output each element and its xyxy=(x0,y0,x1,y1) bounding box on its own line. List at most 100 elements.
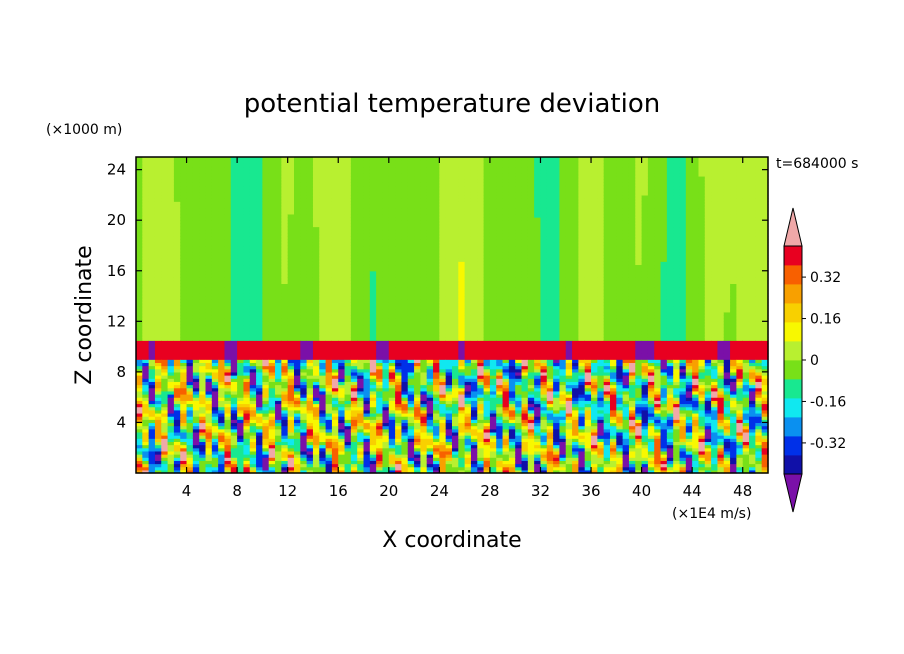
field-cell xyxy=(148,277,156,281)
field-cell xyxy=(180,302,188,307)
field-cell xyxy=(173,438,181,442)
field-cell xyxy=(186,236,194,240)
field-cell xyxy=(161,441,169,446)
field-cell xyxy=(154,213,162,218)
field-cell xyxy=(205,466,213,471)
field-cell xyxy=(154,273,162,278)
field-cell xyxy=(180,229,188,234)
field-cell xyxy=(186,299,194,303)
field-cell xyxy=(136,280,143,284)
field-cell xyxy=(192,463,200,468)
field-cell xyxy=(199,283,207,288)
field-cell xyxy=(136,381,143,386)
field-cell xyxy=(148,302,156,307)
field-cell xyxy=(136,469,143,474)
field-cell xyxy=(161,330,169,335)
field-cell xyxy=(167,333,175,338)
field-cell xyxy=(154,428,162,433)
field-cell xyxy=(154,270,162,275)
field-cell xyxy=(167,254,175,259)
field-cell xyxy=(192,368,200,373)
field-cell xyxy=(142,292,150,297)
field-cell xyxy=(199,220,207,224)
field-cell xyxy=(161,229,169,234)
field-cell xyxy=(199,343,207,348)
field-cell xyxy=(142,381,150,386)
field-cell xyxy=(180,346,188,351)
field-cell xyxy=(148,191,156,196)
field-cell xyxy=(180,349,188,354)
field-cell xyxy=(186,447,194,452)
field-cell xyxy=(161,261,169,266)
field-cell xyxy=(180,400,188,405)
field-cell xyxy=(161,198,169,202)
field-cell xyxy=(186,431,194,436)
field-cell xyxy=(186,438,194,442)
field-cell xyxy=(180,397,188,401)
field-cell xyxy=(154,198,162,202)
field-cell xyxy=(154,315,162,319)
field-cell xyxy=(186,371,194,376)
field-cell xyxy=(199,346,207,351)
field-cell xyxy=(148,283,156,288)
field-cell xyxy=(186,397,194,401)
field-cell xyxy=(173,356,181,360)
field-cell xyxy=(142,261,150,266)
field-cell xyxy=(186,204,194,209)
field-cell xyxy=(142,340,150,345)
field-cell xyxy=(142,425,150,430)
field-cell xyxy=(142,416,150,420)
field-cell xyxy=(148,409,156,414)
field-cell xyxy=(148,270,156,275)
field-cell xyxy=(154,226,162,231)
field-cell xyxy=(161,394,169,398)
field-cell xyxy=(199,349,207,354)
field-cell xyxy=(167,292,175,297)
field-cell xyxy=(161,277,169,281)
field-cell xyxy=(154,447,162,452)
field-cell xyxy=(167,245,175,250)
field-cell xyxy=(161,194,169,199)
field-cell xyxy=(136,296,143,300)
field-cell xyxy=(142,318,150,322)
field-cell xyxy=(173,460,181,465)
field-cell xyxy=(161,223,169,228)
field-cell xyxy=(148,375,156,379)
field-cell xyxy=(167,270,175,275)
field-cell xyxy=(199,356,207,360)
field-cell xyxy=(154,280,162,284)
field-cell xyxy=(192,172,200,177)
field-cell xyxy=(161,403,169,408)
field-cell xyxy=(148,207,156,212)
field-cell xyxy=(136,343,143,348)
field-cell xyxy=(192,397,200,401)
field-cell xyxy=(167,390,175,395)
field-cell xyxy=(186,346,194,351)
field-cell xyxy=(154,457,162,461)
field-cell xyxy=(148,220,156,224)
field-cell xyxy=(180,359,188,363)
field-cell xyxy=(161,305,169,310)
field-cell xyxy=(142,333,150,338)
field-cell xyxy=(192,378,200,382)
field-cell xyxy=(199,315,207,319)
field-cell xyxy=(199,333,207,338)
field-cell xyxy=(136,337,143,341)
field-cell xyxy=(180,394,188,398)
field-cell xyxy=(161,359,169,363)
field-cell xyxy=(173,371,181,376)
field-cell xyxy=(192,236,200,240)
field-cell xyxy=(186,157,194,161)
field-cell xyxy=(186,441,194,446)
field-cell xyxy=(180,422,188,427)
field-cell xyxy=(161,308,169,313)
field-cell xyxy=(154,267,162,272)
field-cell xyxy=(186,242,194,247)
field-cell xyxy=(161,179,169,183)
field-cell xyxy=(199,277,207,281)
field-cell xyxy=(192,264,200,269)
field-cell xyxy=(148,185,156,190)
field-cell xyxy=(154,371,162,376)
field-cell xyxy=(142,346,150,351)
field-cell xyxy=(154,387,162,392)
